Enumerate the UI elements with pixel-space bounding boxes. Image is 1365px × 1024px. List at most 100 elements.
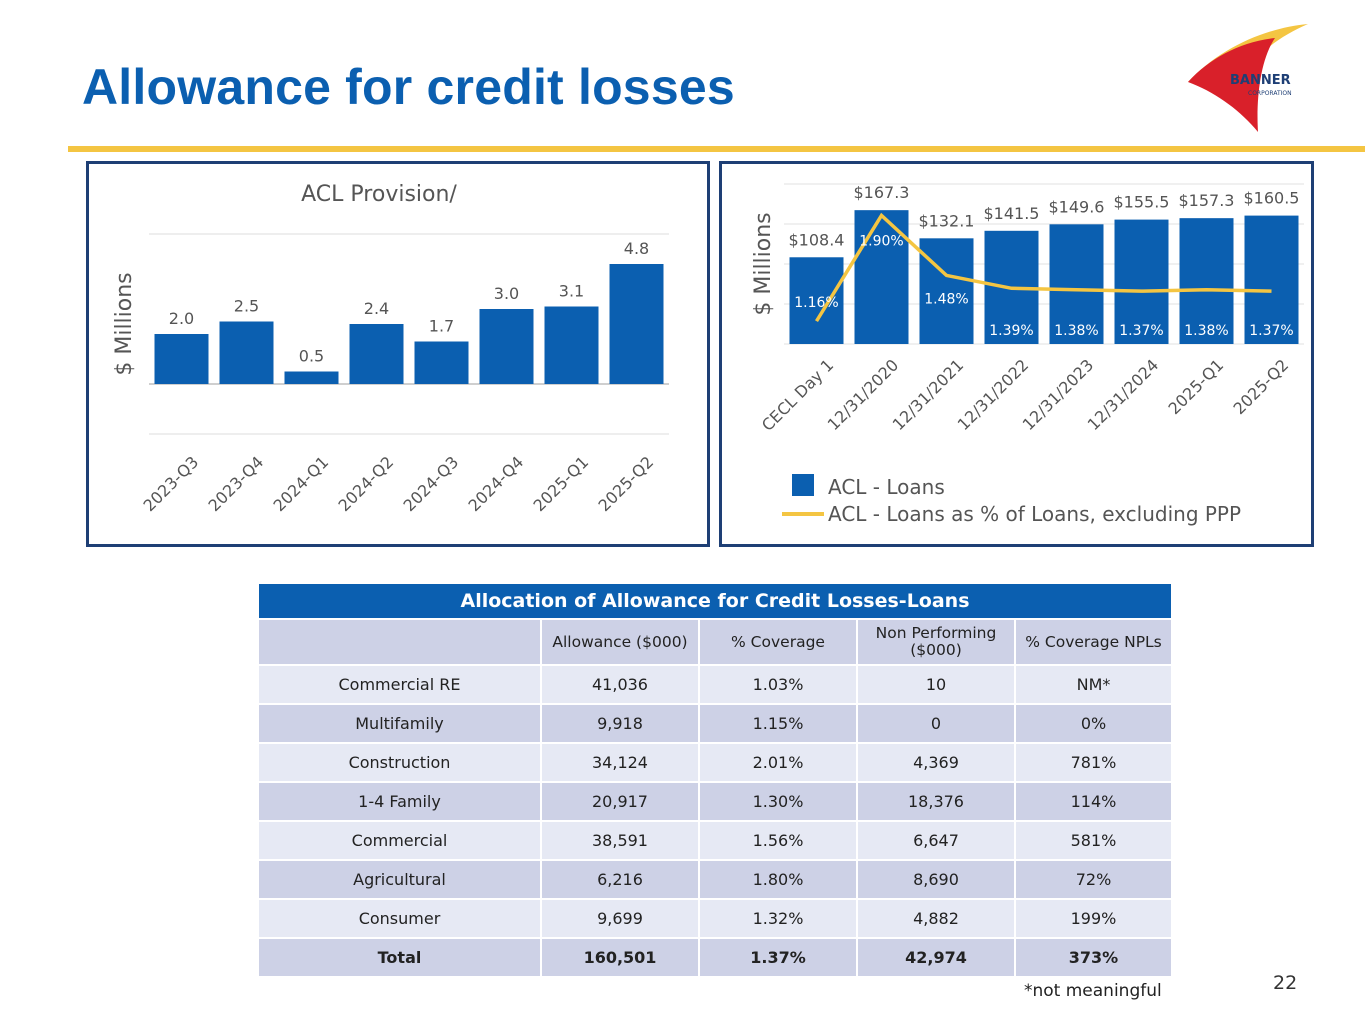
page-title: Allowance for credit losses xyxy=(82,59,735,115)
acl-loans-bar xyxy=(919,238,974,344)
acl-loans-bar xyxy=(854,210,909,344)
value-cell: 199% xyxy=(1013,898,1174,939)
header-cell xyxy=(257,618,542,666)
line-value-label: 1.38% xyxy=(1054,323,1098,339)
provision-bar xyxy=(544,306,599,384)
acl-loans-bar xyxy=(789,257,844,344)
x-tick-label: 2025-Q2 xyxy=(594,452,657,515)
row-label-cell: Multifamily xyxy=(257,703,542,744)
header-cell: % Coverage NPLs xyxy=(1013,618,1174,666)
row-label-cell: Construction xyxy=(257,742,542,783)
value-cell: 581% xyxy=(1013,820,1174,861)
bar-value-label: $155.5 xyxy=(1114,193,1170,212)
value-cell: 10 xyxy=(856,664,1016,705)
value-cell: 6,647 xyxy=(856,820,1016,861)
header-cell: Allowance ($000) xyxy=(540,618,700,666)
value-cell: 18,376 xyxy=(856,781,1016,822)
table-total-row: Total 160,501 1.37% 42,974 373% xyxy=(257,937,1174,978)
value-cell: 4,369 xyxy=(856,742,1016,783)
bar-value-label: $149.6 xyxy=(1049,197,1105,216)
line-value-label: 1.37% xyxy=(1249,323,1293,339)
x-tick-label: 2025-Q1 xyxy=(529,452,592,515)
value-cell: 34,124 xyxy=(540,742,700,783)
legend-bar-label: ACL - Loans xyxy=(828,475,945,499)
page-number: 22 xyxy=(1273,972,1298,994)
value-cell: 1.56% xyxy=(698,820,858,861)
header-cell: % Coverage xyxy=(698,618,858,666)
bar-value-label: 1.7 xyxy=(429,317,454,336)
value-cell: 1.30% xyxy=(698,781,858,822)
value-cell: 373% xyxy=(1013,937,1174,978)
table-row: 1-4 Family 20,917 1.30% 18,376 114% xyxy=(257,781,1174,822)
allocation-table: Allocation of Allowance for Credit Losse… xyxy=(256,582,1174,978)
acl-provision-chart-panel: ACL Provision/ $ Millions 2.0 2023-Q3 2.5 202… xyxy=(86,161,710,547)
value-cell: 6,216 xyxy=(540,859,700,900)
value-cell: 781% xyxy=(1013,742,1174,783)
value-cell: 1.03% xyxy=(698,664,858,705)
bar-value-label: $157.3 xyxy=(1179,191,1235,210)
value-cell: 2.01% xyxy=(698,742,858,783)
row-label-cell: Total xyxy=(257,937,542,978)
table-row: Agricultural 6,216 1.80% 8,690 72% xyxy=(257,859,1174,900)
line-value-label: 1.39% xyxy=(989,323,1033,339)
value-cell: 1.80% xyxy=(698,859,858,900)
acl-provision-chart: ACL Provision/ $ Millions 2.0 2023-Q3 2.5 202… xyxy=(112,182,669,515)
value-cell: 8,690 xyxy=(856,859,1016,900)
line-value-label: 1.37% xyxy=(1119,323,1163,339)
table-caption: Allocation of Allowance for Credit Losse… xyxy=(256,582,1174,620)
value-cell: 9,918 xyxy=(540,703,700,744)
value-cell: 9,699 xyxy=(540,898,700,939)
value-cell: 1.32% xyxy=(698,898,858,939)
value-cell: 41,036 xyxy=(540,664,700,705)
bar-value-label: $167.3 xyxy=(854,183,910,202)
line-value-label: 1.90% xyxy=(859,233,903,249)
acl-percent-line xyxy=(815,212,1272,323)
y-axis-label: $ Millions xyxy=(751,212,776,315)
value-cell: 0 xyxy=(856,703,1016,744)
value-cell: 4,882 xyxy=(856,898,1016,939)
provision-bar xyxy=(154,334,209,384)
y-axis-label: $ Millions xyxy=(112,272,137,375)
legend-line-label: ACL - Loans as % of Loans, excluding PPP xyxy=(828,502,1241,526)
bar-value-label: $108.4 xyxy=(789,230,845,249)
acl-loans-bar xyxy=(1114,219,1169,344)
title-rule xyxy=(68,146,1365,152)
logo-sub: CORPORATION xyxy=(1248,90,1292,97)
x-tick-label: 2024-Q2 xyxy=(334,452,397,515)
provision-bar xyxy=(609,264,664,384)
row-label-cell: Commercial RE xyxy=(257,664,542,705)
line-value-label: 1.38% xyxy=(1184,323,1228,339)
acl-loans-bar xyxy=(1244,215,1299,344)
table-row: Commercial RE 41,036 1.03% 10 NM* xyxy=(257,664,1174,705)
value-cell: 1.15% xyxy=(698,703,858,744)
x-tick-label: 2023-Q4 xyxy=(204,452,267,515)
banner-logo: BANNER CORPORATION xyxy=(1188,24,1308,132)
provision-bar xyxy=(479,309,534,384)
row-label-cell: 1-4 Family xyxy=(257,781,542,822)
bar-value-label: 0.5 xyxy=(299,347,324,366)
bar-value-label: $141.5 xyxy=(984,204,1040,223)
footnote: *not meaningful xyxy=(1024,981,1162,1001)
bar-value-label: 3.1 xyxy=(559,282,584,301)
bar-value-label: 2.5 xyxy=(234,297,259,316)
value-cell: 0% xyxy=(1013,703,1174,744)
chart-title: ACL Provision/ xyxy=(301,182,457,207)
provision-bar xyxy=(349,324,404,384)
value-cell: 20,917 xyxy=(540,781,700,822)
value-cell: 72% xyxy=(1013,859,1174,900)
acl-loans-chart-panel: $ Millions $108.4 CECL Day 1 $167.3 12/31/20… xyxy=(719,161,1314,547)
value-cell: 114% xyxy=(1013,781,1174,822)
bar-value-label: 2.4 xyxy=(364,299,389,318)
x-tick-label: 2024-Q3 xyxy=(399,452,462,515)
bar-value-label: $160.5 xyxy=(1244,189,1300,208)
value-cell: 1.37% xyxy=(698,937,858,978)
table-header-row: Allowance ($000) % Coverage Non Performi… xyxy=(257,618,1174,666)
bar-value-label: 4.8 xyxy=(624,239,649,258)
legend-bar-swatch xyxy=(792,474,814,496)
value-cell: 42,974 xyxy=(856,937,1016,978)
row-label-cell: Commercial xyxy=(257,820,542,861)
logo-name: BANNER xyxy=(1230,73,1291,88)
table-row: Multifamily 9,918 1.15% 0 0% xyxy=(257,703,1174,744)
value-cell: NM* xyxy=(1013,664,1174,705)
provision-bar xyxy=(219,321,274,384)
